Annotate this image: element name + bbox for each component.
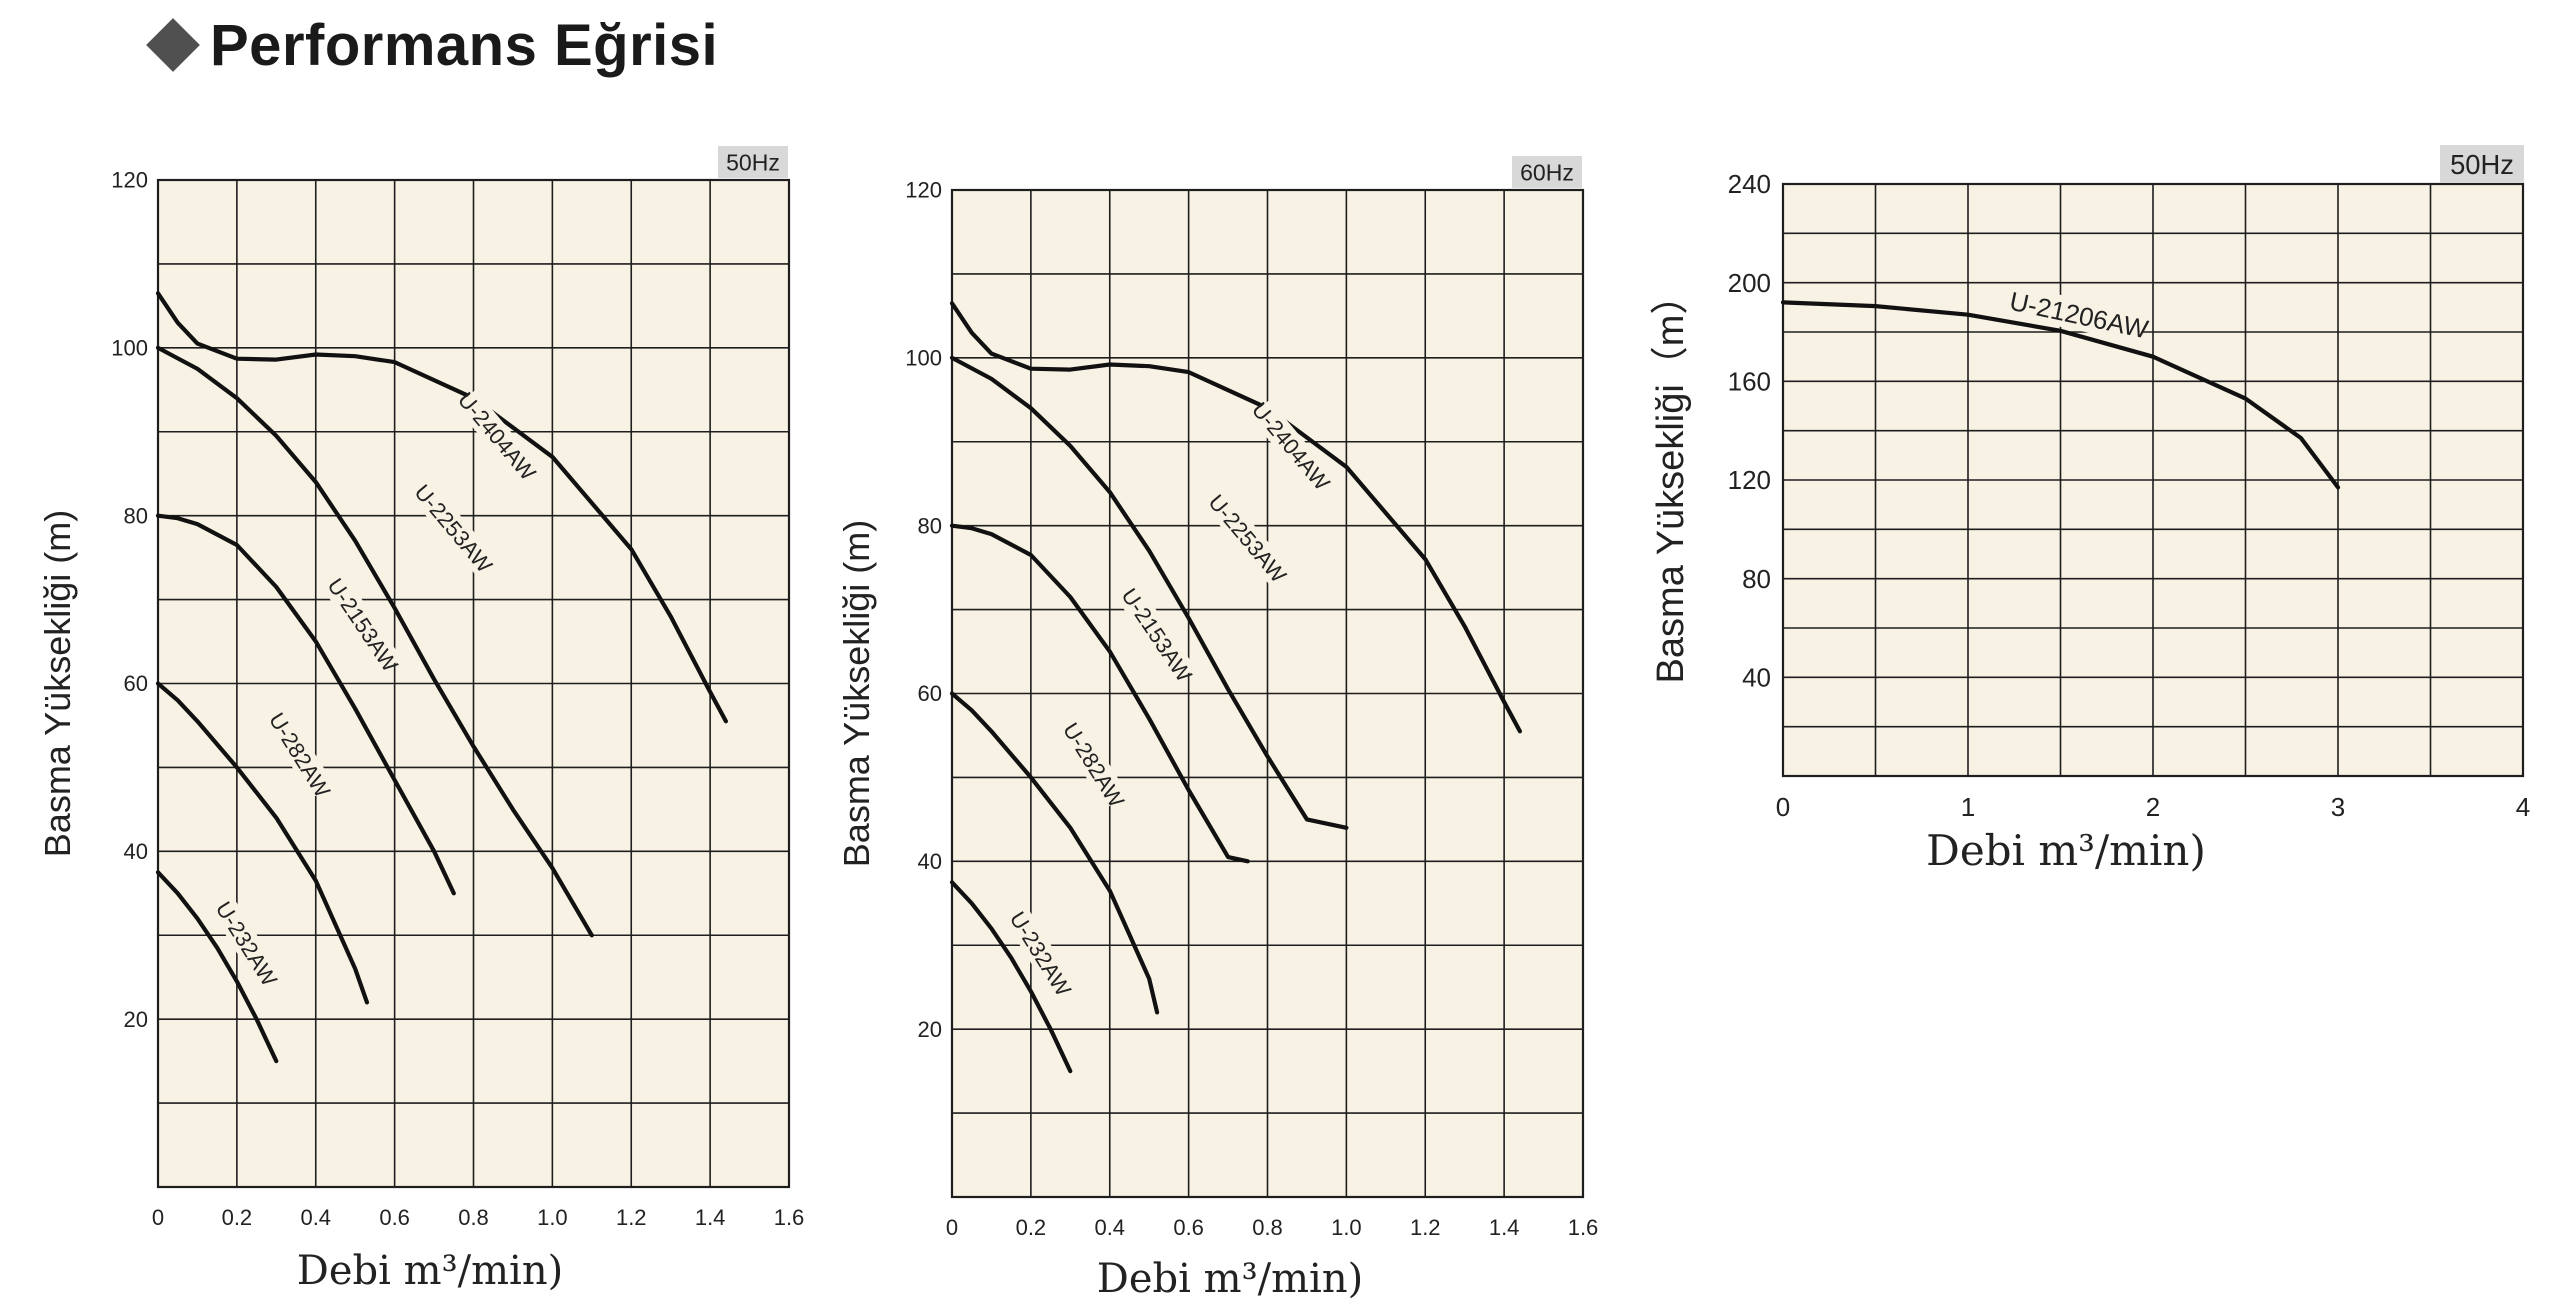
x-tick-label: 1.0 bbox=[537, 1205, 568, 1230]
curve-u-2153aw bbox=[155, 513, 456, 896]
y-tick-label: 80 bbox=[918, 513, 942, 538]
curve-label-backdrop bbox=[455, 389, 539, 483]
x-tick-label: 0.8 bbox=[458, 1205, 489, 1230]
y-tick-label: 20 bbox=[124, 1007, 148, 1032]
x-tick-label: 0.4 bbox=[1094, 1215, 1125, 1240]
x-tick-label: 0.2 bbox=[222, 1205, 253, 1230]
grid bbox=[157, 180, 790, 1187]
x-tick-label: 1.6 bbox=[1568, 1215, 1599, 1240]
x-tick-label: 0.6 bbox=[1173, 1215, 1204, 1240]
x-tick-label: 0 bbox=[1776, 792, 1790, 822]
y-tick-label: 40 bbox=[918, 849, 942, 874]
curve-label-backdrop bbox=[265, 711, 335, 799]
x-tick-label: 1.6 bbox=[774, 1205, 805, 1230]
frequency-badge bbox=[718, 146, 788, 178]
y-tick-label: 40 bbox=[1742, 662, 1771, 692]
chart-3: 40 80 120 160 200 240 0 1 2 3 4 Basma Yüksekliği（m）… bbox=[1650, 145, 2530, 875]
curve-label-backdrop bbox=[324, 576, 402, 673]
frequency-badge-label: 50Hz bbox=[2450, 149, 2514, 180]
x-tick-label: 1.2 bbox=[616, 1205, 647, 1230]
curve-u-2404aw bbox=[949, 301, 1522, 734]
chart-1: 20 40 60 80 100 120 0 0.2 0.4 0.6 0.8 1.0 1.2 1.4 1.6 B… bbox=[37, 146, 804, 1294]
x-tick-label: 1.4 bbox=[1489, 1215, 1520, 1240]
y-tick-label: 80 bbox=[1742, 564, 1771, 594]
x-tick-label: 0 bbox=[152, 1205, 164, 1230]
x-tick-label: 1.4 bbox=[695, 1205, 726, 1230]
curve-label-backdrop bbox=[1118, 586, 1196, 683]
y-tick-label: 120 bbox=[111, 168, 148, 193]
y-tick-label: 100 bbox=[905, 346, 942, 371]
x-axis-label: Debi m³/min) bbox=[1926, 826, 2206, 875]
y-tick-label: 60 bbox=[124, 671, 148, 696]
curve-u-21206aw bbox=[1780, 300, 2341, 490]
grid bbox=[1782, 184, 2524, 776]
curve-u-282aw bbox=[949, 691, 1160, 1015]
curve-label-backdrop bbox=[1059, 721, 1129, 809]
page-title: Performans Eğrisi bbox=[210, 12, 719, 78]
x-tick-label: 0.2 bbox=[1016, 1215, 1047, 1240]
frequency-badge-label: 60Hz bbox=[1520, 159, 1574, 185]
x-tick-label: 0.6 bbox=[379, 1205, 410, 1230]
y-tick-label: 240 bbox=[1728, 169, 1771, 199]
x-tick-label: 4 bbox=[2516, 792, 2530, 822]
y-tick-label: 40 bbox=[124, 839, 148, 864]
x-tick-label: 0.8 bbox=[1252, 1215, 1283, 1240]
x-tick-label: 1.0 bbox=[1331, 1215, 1362, 1240]
x-axis-label: Debi m³/min) bbox=[297, 1248, 563, 1294]
curve-u-2253aw bbox=[155, 345, 594, 938]
y-tick-label: 80 bbox=[124, 503, 148, 528]
y-tick-label: 60 bbox=[918, 681, 942, 706]
x-tick-label: 2 bbox=[2146, 792, 2160, 822]
x-tick-label: 1 bbox=[1961, 792, 1975, 822]
curve-u-282aw bbox=[155, 681, 370, 1005]
y-axis-label: Basma Yüksekliği (m) bbox=[37, 510, 78, 857]
curve-u-2153aw bbox=[949, 523, 1250, 864]
frequency-badge bbox=[2440, 145, 2524, 183]
y-tick-label: 20 bbox=[918, 1017, 942, 1042]
curve-label-backdrop bbox=[212, 900, 281, 988]
x-tick-label: 3 bbox=[2331, 792, 2345, 822]
curve-u-2404aw bbox=[155, 291, 728, 724]
y-tick-label: 120 bbox=[905, 178, 942, 203]
x-tick-label: 0.4 bbox=[300, 1205, 331, 1230]
y-tick-label: 100 bbox=[111, 336, 148, 361]
curve-label-backdrop bbox=[1249, 399, 1333, 493]
y-tick-label: 160 bbox=[1728, 366, 1771, 396]
curve-u-2253aw bbox=[949, 355, 1349, 830]
curve-label-backdrop bbox=[1006, 910, 1075, 998]
y-tick-label: 200 bbox=[1728, 268, 1771, 298]
x-tick-label: 0 bbox=[946, 1215, 958, 1240]
x-axis-label: Debi m³/min) bbox=[1097, 1256, 1363, 1302]
frequency-badge bbox=[1512, 156, 1582, 188]
chart-2: 20 40 60 80 100 120 0 0.2 0.4 0.6 0.8 1.0 1.2 1.4 1.6 B… bbox=[836, 156, 1598, 1302]
frequency-badge-label: 50Hz bbox=[726, 149, 780, 175]
curve-label-backdrop bbox=[1205, 492, 1290, 585]
x-tick-label: 1.2 bbox=[1410, 1215, 1441, 1240]
curve-u-232aw bbox=[949, 880, 1073, 1074]
y-axis-label: Basma Yüksekliği（m） bbox=[1650, 277, 1692, 684]
y-axis-label: Basma Yüksekliği (m) bbox=[836, 520, 877, 867]
curve-u-232aw bbox=[155, 870, 279, 1064]
page-header: Performans Eğrisi bbox=[146, 10, 719, 80]
y-tick-label: 120 bbox=[1728, 465, 1771, 495]
curve-label-backdrop bbox=[411, 482, 496, 575]
curve-label-backdrop bbox=[2011, 285, 2147, 344]
